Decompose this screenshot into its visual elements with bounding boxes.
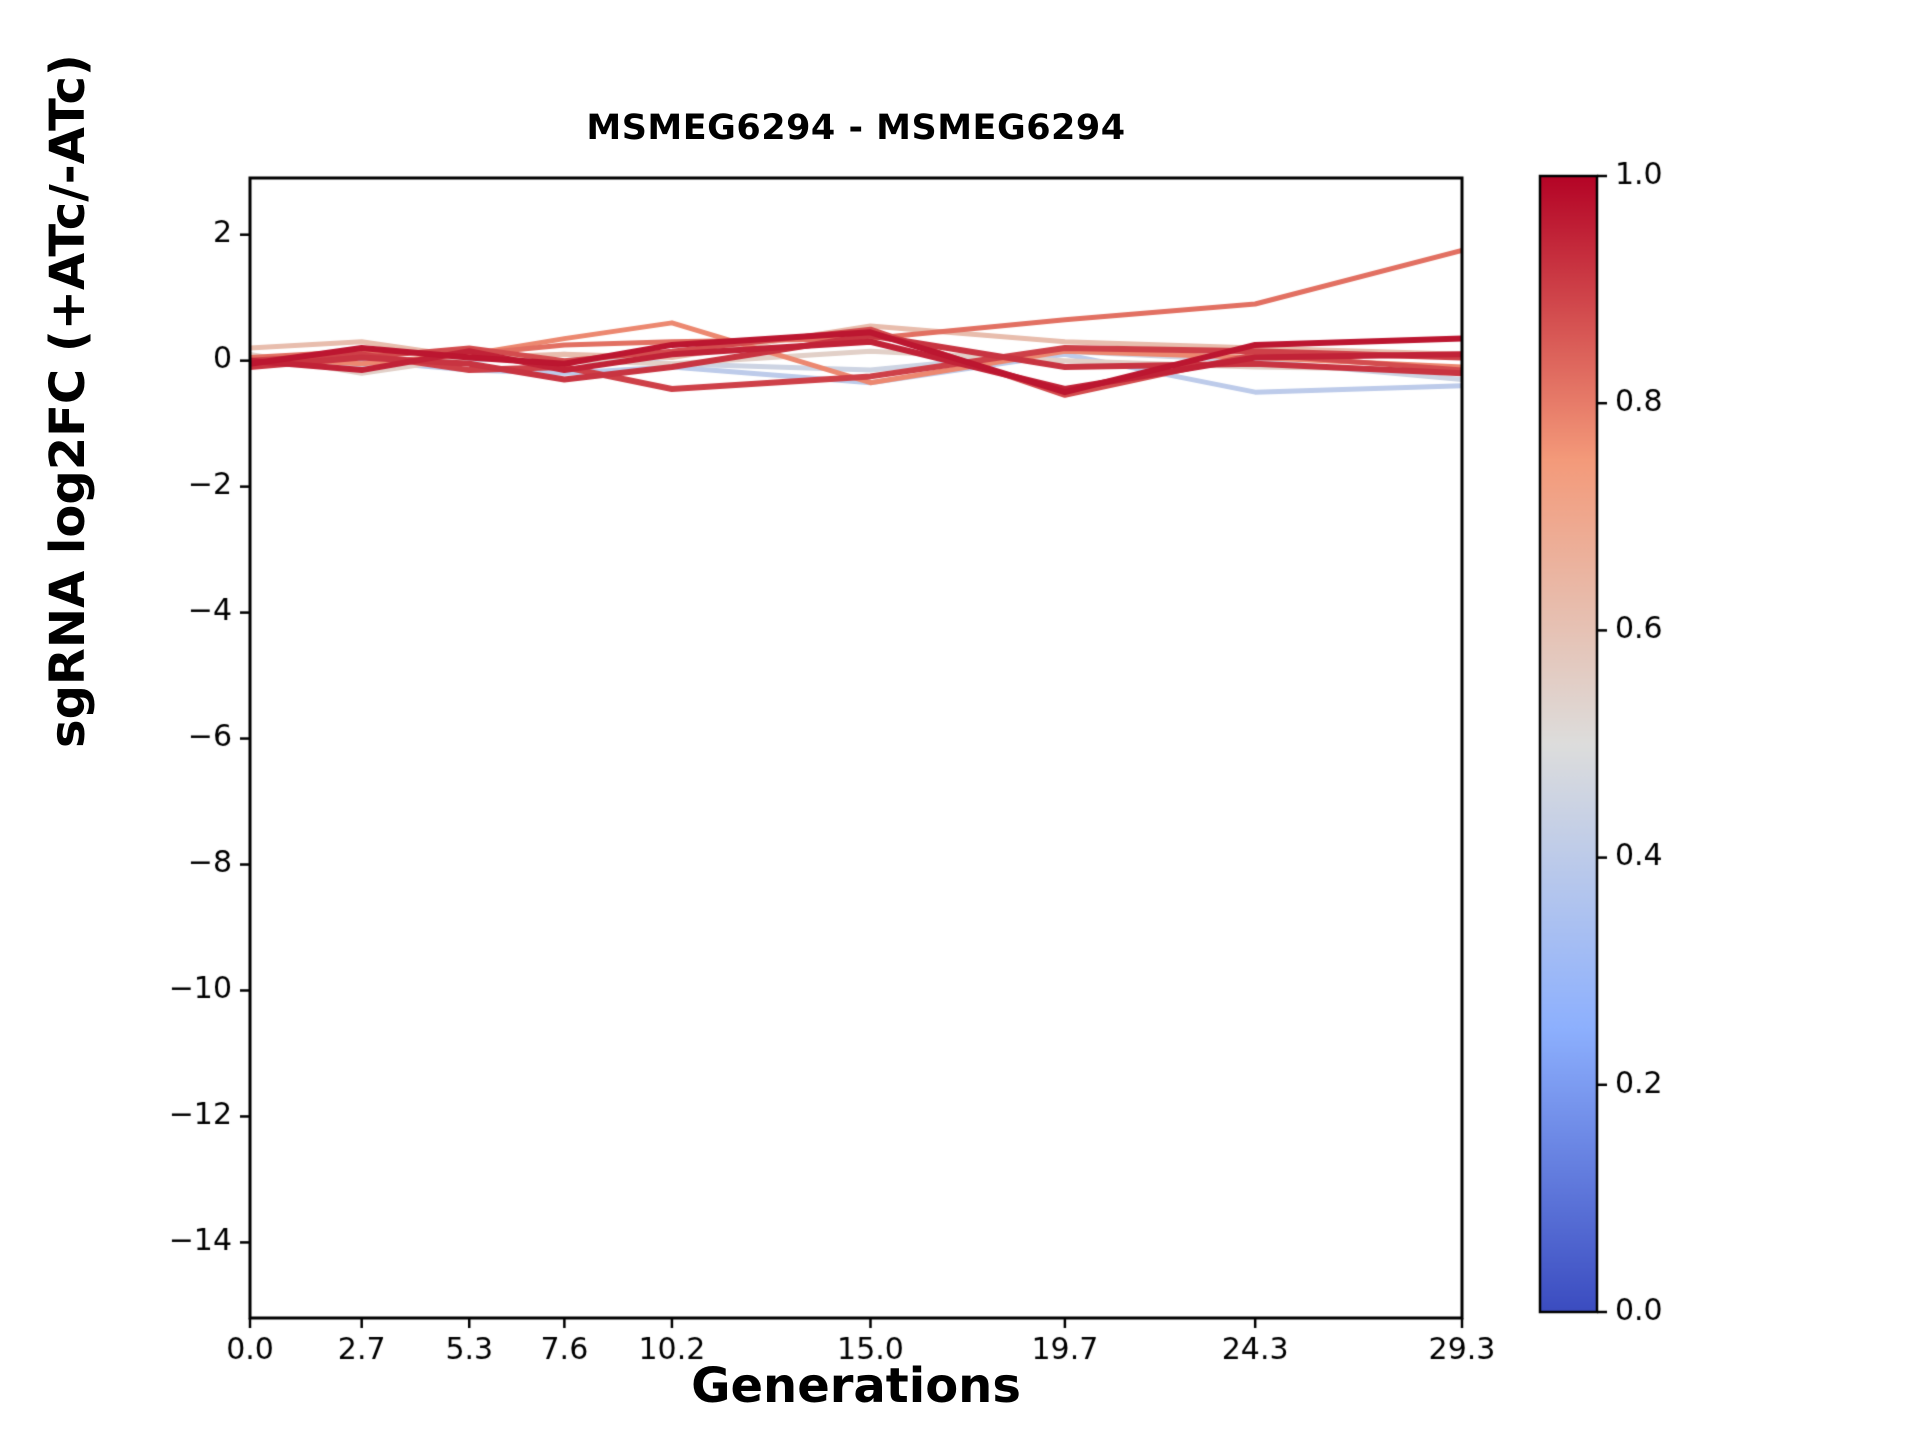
chart-title: MSMEG6294 - MSMEG6294 bbox=[586, 108, 1126, 148]
x-axis-label: Generations bbox=[691, 1358, 1021, 1414]
